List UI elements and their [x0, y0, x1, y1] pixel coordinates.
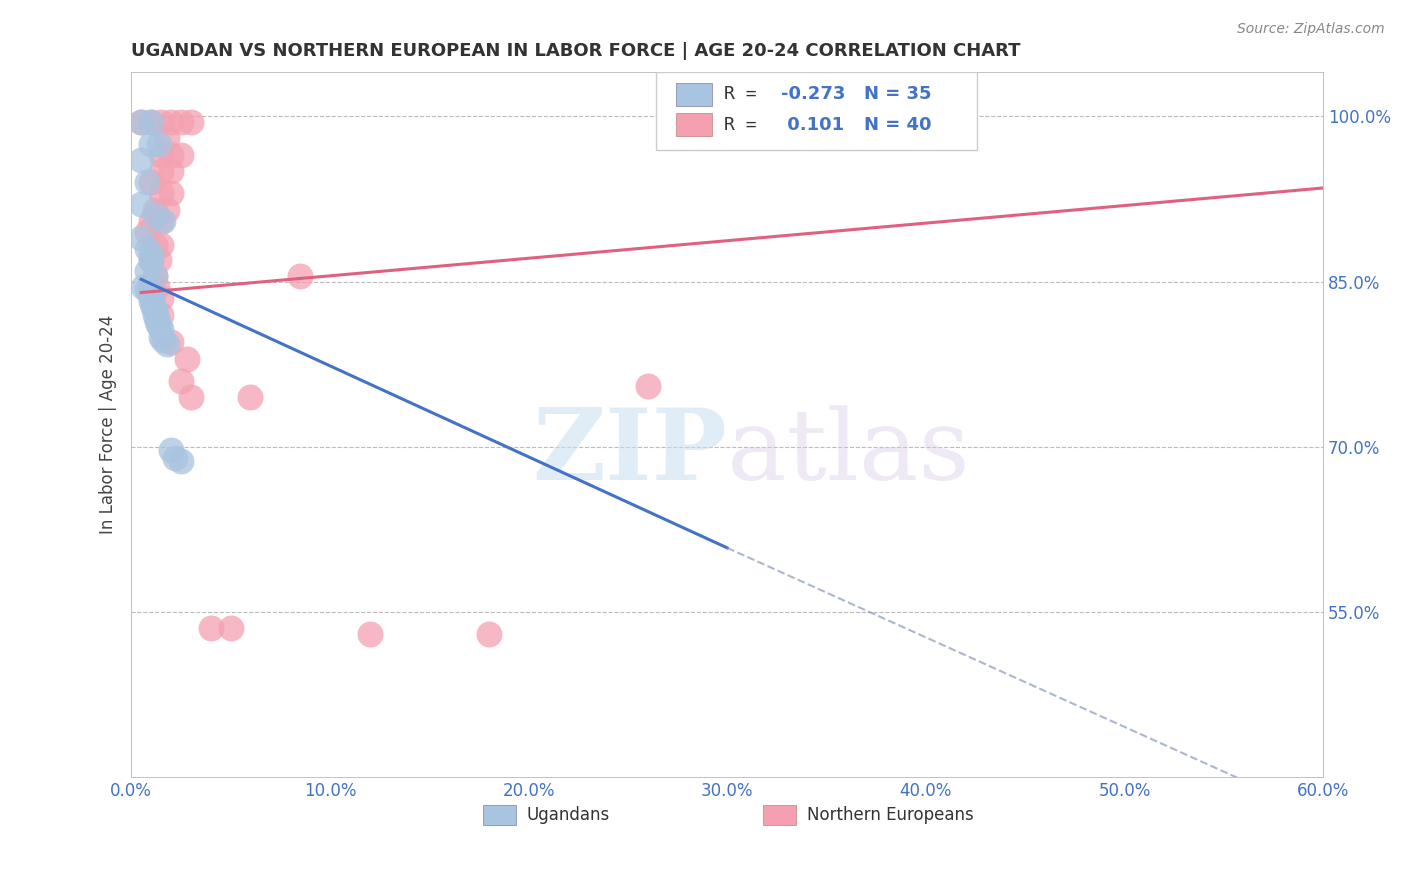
Point [239, 390, 262, 404]
Point [146, 280, 169, 294]
Text: ZIP: ZIP [533, 404, 727, 501]
Point [150, 329, 173, 343]
Point [136, 176, 159, 190]
Point [142, 296, 165, 310]
Point [180, 115, 202, 129]
Point [146, 310, 169, 325]
Point [143, 209, 166, 223]
Point [139, 115, 162, 129]
Point [143, 308, 166, 322]
Text: N = 40: N = 40 [865, 116, 932, 134]
Point [139, 136, 162, 151]
Point [138, 285, 160, 300]
Point [132, 280, 155, 294]
Point [143, 202, 166, 217]
Point [200, 621, 222, 635]
Point [139, 247, 162, 261]
Point [150, 238, 173, 252]
Point [139, 115, 162, 129]
Point [139, 280, 162, 294]
Point [150, 291, 173, 305]
Point [160, 334, 183, 349]
Point [150, 308, 173, 322]
Point [136, 282, 159, 296]
Text: Northern Europeans: Northern Europeans [807, 805, 974, 824]
Text: R =: R = [724, 86, 768, 103]
Point [142, 300, 165, 314]
Point [150, 186, 173, 201]
Point [150, 164, 173, 178]
Point [156, 131, 179, 145]
Point [170, 148, 193, 162]
Point [160, 186, 183, 201]
Point [139, 214, 162, 228]
Point [139, 252, 162, 267]
Point [139, 294, 162, 309]
Point [180, 390, 202, 404]
Point [150, 214, 173, 228]
Point [148, 252, 170, 267]
Point [139, 290, 162, 304]
Point [129, 230, 152, 244]
Y-axis label: In Labor Force | Age 20-24: In Labor Force | Age 20-24 [100, 315, 117, 534]
Point [139, 287, 162, 301]
FancyBboxPatch shape [676, 113, 711, 136]
Point [152, 333, 174, 347]
Point [170, 374, 193, 388]
Text: R =: R = [724, 116, 768, 134]
Point [152, 214, 174, 228]
Point [156, 202, 179, 217]
Point [139, 176, 162, 190]
Point [136, 263, 159, 277]
Point [148, 136, 170, 151]
Point [129, 197, 152, 211]
Point [150, 322, 173, 336]
Text: 0.101: 0.101 [780, 116, 844, 134]
Text: atlas: atlas [727, 405, 970, 500]
Point [637, 379, 659, 393]
Point [143, 268, 166, 283]
Point [150, 148, 173, 162]
Point [143, 303, 166, 318]
FancyBboxPatch shape [676, 83, 711, 105]
Point [163, 450, 186, 465]
FancyBboxPatch shape [655, 72, 977, 150]
Point [146, 315, 169, 329]
Point [359, 626, 381, 640]
Text: UGANDAN VS NORTHERN EUROPEAN IN LABOR FORCE | AGE 20-24 CORRELATION CHART: UGANDAN VS NORTHERN EUROPEAN IN LABOR FO… [131, 42, 1021, 60]
Point [288, 268, 311, 283]
Point [150, 115, 173, 129]
Point [478, 626, 501, 640]
Point [160, 164, 183, 178]
FancyBboxPatch shape [482, 805, 516, 825]
Point [170, 115, 193, 129]
Point [136, 242, 159, 256]
Text: N = 35: N = 35 [865, 86, 932, 103]
Point [129, 115, 152, 129]
Point [129, 153, 152, 168]
Point [160, 442, 183, 457]
Point [160, 115, 183, 129]
Text: -0.273: -0.273 [780, 86, 845, 103]
Point [143, 238, 166, 252]
Point [129, 115, 152, 129]
FancyBboxPatch shape [763, 805, 796, 825]
Point [176, 351, 198, 366]
Point [136, 225, 159, 239]
Text: Ugandans: Ugandans [527, 805, 610, 824]
Point [148, 318, 170, 333]
Point [160, 148, 183, 162]
Point [219, 621, 242, 635]
Point [170, 454, 193, 468]
Point [156, 337, 179, 351]
Point [143, 268, 166, 283]
Point [139, 252, 162, 267]
Text: Source: ZipAtlas.com: Source: ZipAtlas.com [1237, 22, 1385, 37]
